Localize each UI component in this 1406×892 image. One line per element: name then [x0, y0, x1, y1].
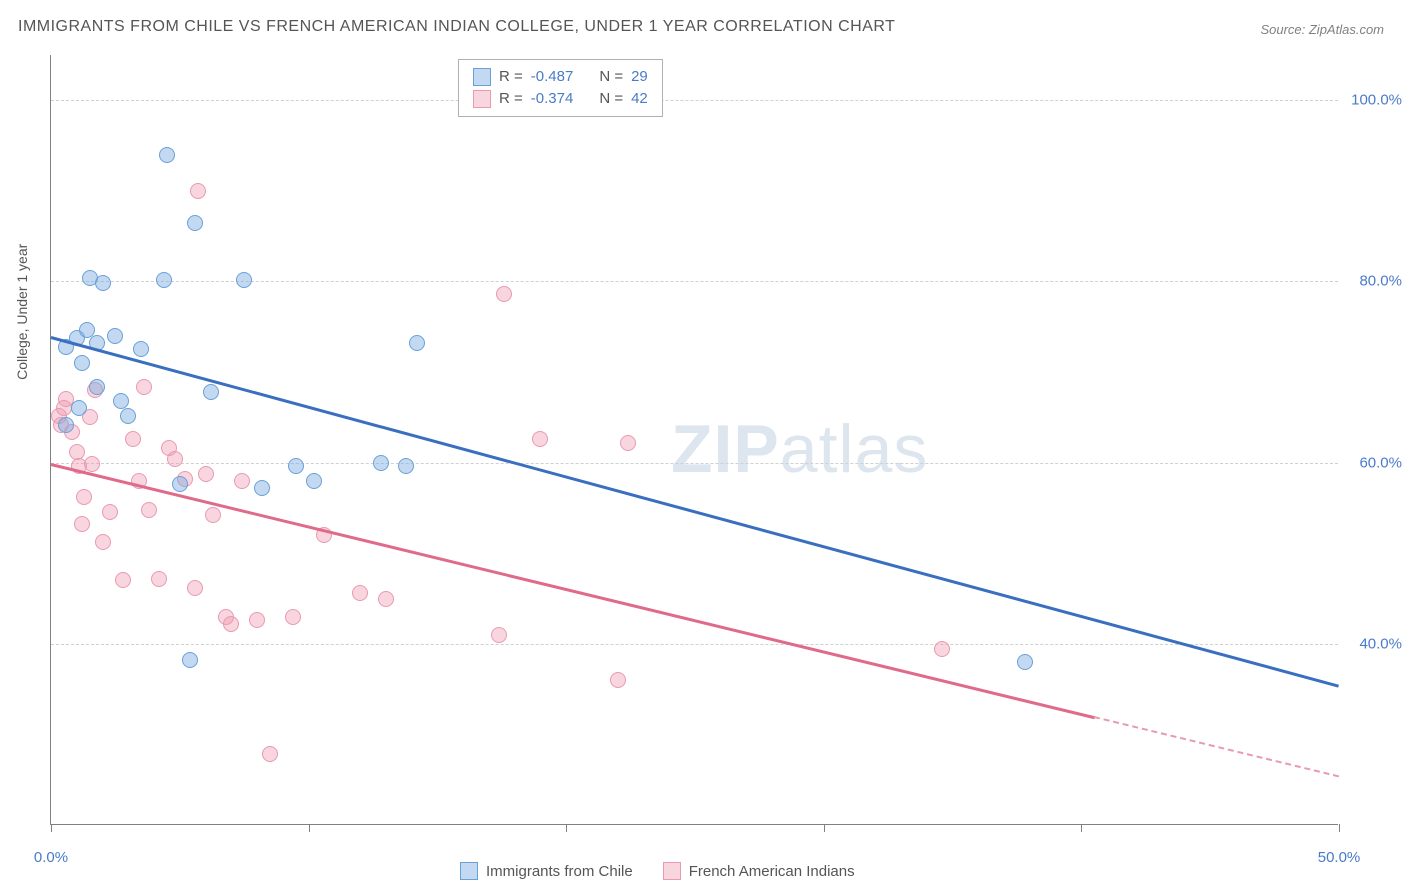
legend-n-label: N =: [599, 88, 623, 110]
legend-n-value: 42: [631, 88, 648, 110]
legend-r-label: R =: [499, 66, 523, 88]
scatter-point: [182, 652, 198, 668]
x-tick: [51, 824, 52, 832]
scatter-point: [74, 516, 90, 532]
scatter-point: [156, 272, 172, 288]
scatter-point: [95, 534, 111, 550]
scatter-point: [285, 609, 301, 625]
x-tick-label: 0.0%: [34, 849, 68, 866]
scatter-point: [133, 341, 149, 357]
x-tick: [566, 824, 567, 832]
scatter-point: [107, 328, 123, 344]
legend-series-item: French American Indians: [663, 862, 855, 880]
scatter-point: [234, 473, 250, 489]
scatter-point: [203, 384, 219, 400]
scatter-point: [151, 571, 167, 587]
scatter-point: [1017, 654, 1033, 670]
scatter-point: [172, 476, 188, 492]
legend-swatch: [473, 90, 491, 108]
x-tick: [1339, 824, 1340, 832]
legend-r-value: -0.487: [531, 66, 574, 88]
legend-swatch: [663, 862, 681, 880]
gridline-h: [51, 463, 1338, 464]
x-tick: [824, 824, 825, 832]
scatter-point: [71, 400, 87, 416]
gridline-h: [51, 100, 1338, 101]
scatter-point: [254, 480, 270, 496]
watermark: ZIPatlas: [671, 410, 928, 488]
scatter-point: [352, 585, 368, 601]
scatter-point: [378, 591, 394, 607]
scatter-point: [198, 466, 214, 482]
scatter-point: [125, 431, 141, 447]
scatter-point: [620, 435, 636, 451]
scatter-point: [491, 627, 507, 643]
scatter-point: [141, 502, 157, 518]
legend-series-item: Immigrants from Chile: [460, 862, 633, 880]
legend-swatch: [473, 68, 491, 86]
scatter-point: [120, 408, 136, 424]
scatter-point: [262, 746, 278, 762]
legend-n-value: 29: [631, 66, 648, 88]
scatter-point: [205, 507, 221, 523]
legend-correlation-row: R = -0.487 N = 29: [473, 66, 648, 88]
x-tick: [1081, 824, 1082, 832]
legend-swatch: [460, 862, 478, 880]
scatter-point: [190, 183, 206, 199]
watermark-rest: atlas: [780, 411, 929, 487]
gridline-h: [51, 644, 1338, 645]
legend-n-label: N =: [599, 66, 623, 88]
scatter-point: [409, 335, 425, 351]
y-tick-label: 60.0%: [1359, 454, 1402, 471]
scatter-point: [249, 612, 265, 628]
scatter-point: [136, 379, 152, 395]
scatter-point: [95, 275, 111, 291]
y-axis-label: College, Under 1 year: [14, 244, 30, 380]
trend-line-dashed: [1094, 716, 1339, 777]
scatter-point: [159, 147, 175, 163]
scatter-point: [223, 616, 239, 632]
scatter-point: [102, 504, 118, 520]
trend-line: [51, 463, 1095, 719]
chart-container: IMMIGRANTS FROM CHILE VS FRENCH AMERICAN…: [0, 0, 1406, 892]
scatter-point: [610, 672, 626, 688]
legend-correlation-row: R = -0.374 N = 42: [473, 88, 648, 110]
scatter-point: [934, 641, 950, 657]
scatter-point: [69, 444, 85, 460]
scatter-point: [398, 458, 414, 474]
legend-correlation: R = -0.487 N = 29 R = -0.374 N = 42: [458, 59, 663, 117]
y-tick-label: 40.0%: [1359, 635, 1402, 652]
scatter-point: [76, 489, 92, 505]
scatter-point: [84, 456, 100, 472]
scatter-point: [89, 379, 105, 395]
chart-title: IMMIGRANTS FROM CHILE VS FRENCH AMERICAN…: [18, 18, 895, 36]
legend-series: Immigrants from Chile French American Ind…: [460, 862, 855, 880]
y-tick-label: 80.0%: [1359, 273, 1402, 290]
scatter-point: [115, 572, 131, 588]
x-tick-label: 50.0%: [1318, 849, 1361, 866]
watermark-bold: ZIP: [671, 411, 780, 487]
scatter-point: [187, 580, 203, 596]
legend-series-label: Immigrants from Chile: [486, 863, 633, 880]
scatter-point: [187, 215, 203, 231]
source-attribution: Source: ZipAtlas.com: [1260, 22, 1384, 37]
y-tick-label: 100.0%: [1351, 92, 1402, 109]
legend-r-value: -0.374: [531, 88, 574, 110]
legend-r-label: R =: [499, 88, 523, 110]
scatter-point: [167, 451, 183, 467]
plot-area: ZIPatlas 40.0%60.0%80.0%100.0%0.0%50.0%: [50, 55, 1338, 825]
scatter-point: [532, 431, 548, 447]
x-tick: [309, 824, 310, 832]
scatter-point: [306, 473, 322, 489]
scatter-point: [236, 272, 252, 288]
scatter-point: [58, 417, 74, 433]
scatter-point: [496, 286, 512, 302]
scatter-point: [74, 355, 90, 371]
legend-series-label: French American Indians: [689, 863, 855, 880]
scatter-point: [288, 458, 304, 474]
scatter-point: [373, 455, 389, 471]
